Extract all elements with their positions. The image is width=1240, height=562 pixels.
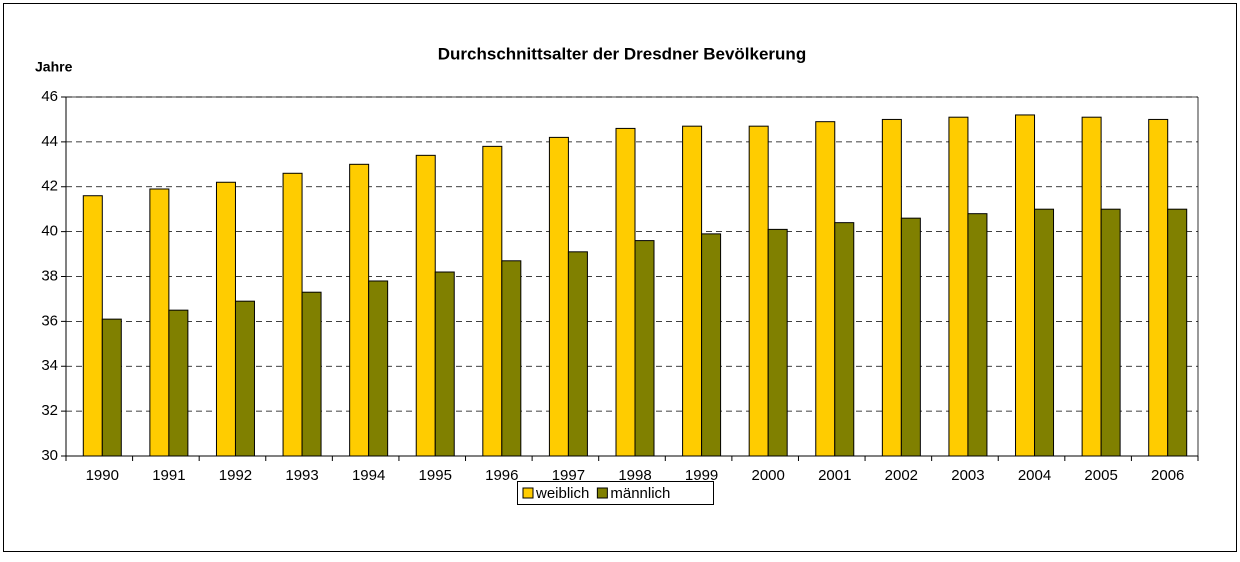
legend-label: weiblich (535, 485, 589, 502)
bar (149, 188, 170, 457)
legend-swatch (596, 487, 608, 499)
x-tick-label: 1997 (552, 467, 585, 484)
y-tick-label: 38 (41, 267, 58, 284)
bar (1034, 208, 1055, 457)
bar (1148, 118, 1169, 457)
y-tick-label: 36 (41, 312, 58, 329)
bar (482, 145, 503, 457)
bar (900, 217, 921, 457)
bar (101, 318, 122, 457)
bar (415, 154, 436, 457)
bar (767, 228, 788, 457)
bar (634, 240, 655, 457)
bar (1167, 208, 1188, 457)
legend-box (517, 481, 714, 505)
x-tick-label: 1993 (285, 467, 318, 484)
x-tick-label: 1994 (352, 467, 385, 484)
y-tick-label: 46 (41, 88, 58, 105)
bar (282, 172, 303, 457)
x-tick-label: 1999 (685, 467, 718, 484)
bar (215, 181, 236, 457)
x-tick-label: 2005 (1084, 467, 1117, 484)
x-tick-label: 1992 (219, 467, 252, 484)
chart-title: Durchschnittsalter der Dresdner Bevölker… (438, 44, 806, 63)
x-tick-label: 1995 (419, 467, 452, 484)
bar (1100, 208, 1121, 457)
bar (1015, 114, 1036, 457)
bar (682, 125, 703, 457)
x-tick-label: 2000 (751, 467, 784, 484)
bar (434, 271, 455, 457)
y-tick-label: 44 (41, 133, 58, 150)
y-tick-label: 42 (41, 178, 58, 195)
bar (368, 280, 389, 457)
bar (301, 291, 322, 457)
y-tick-label: 30 (41, 447, 58, 464)
x-tick-label: 1998 (618, 467, 651, 484)
y-tick-label: 32 (41, 402, 58, 419)
bar (501, 260, 522, 457)
bar (615, 127, 636, 457)
bar (967, 213, 988, 457)
bar (834, 222, 855, 457)
y-tick-label: 34 (41, 357, 58, 374)
x-tick-label: 2006 (1151, 467, 1184, 484)
bar (82, 195, 103, 457)
x-tick-label: 2003 (951, 467, 984, 484)
x-tick-label: 1991 (152, 467, 185, 484)
bar (234, 300, 255, 457)
y-axis-title: Jahre (35, 59, 73, 75)
bar (881, 118, 902, 457)
x-tick-label: 2002 (885, 467, 918, 484)
bar (548, 136, 569, 457)
bar (948, 116, 969, 457)
x-tick-label: 1990 (86, 467, 119, 484)
bar (168, 309, 189, 457)
x-tick-label: 2001 (818, 467, 851, 484)
bar (815, 121, 836, 457)
bar (349, 163, 370, 457)
bar (567, 251, 588, 457)
x-tick-label: 1996 (485, 467, 518, 484)
bar (1081, 116, 1102, 457)
legend-swatch (522, 487, 534, 499)
legend-label: männlich (610, 485, 670, 502)
x-tick-label: 2004 (1018, 467, 1051, 484)
y-tick-label: 40 (41, 223, 58, 240)
bar (748, 125, 769, 457)
bar (701, 233, 722, 457)
